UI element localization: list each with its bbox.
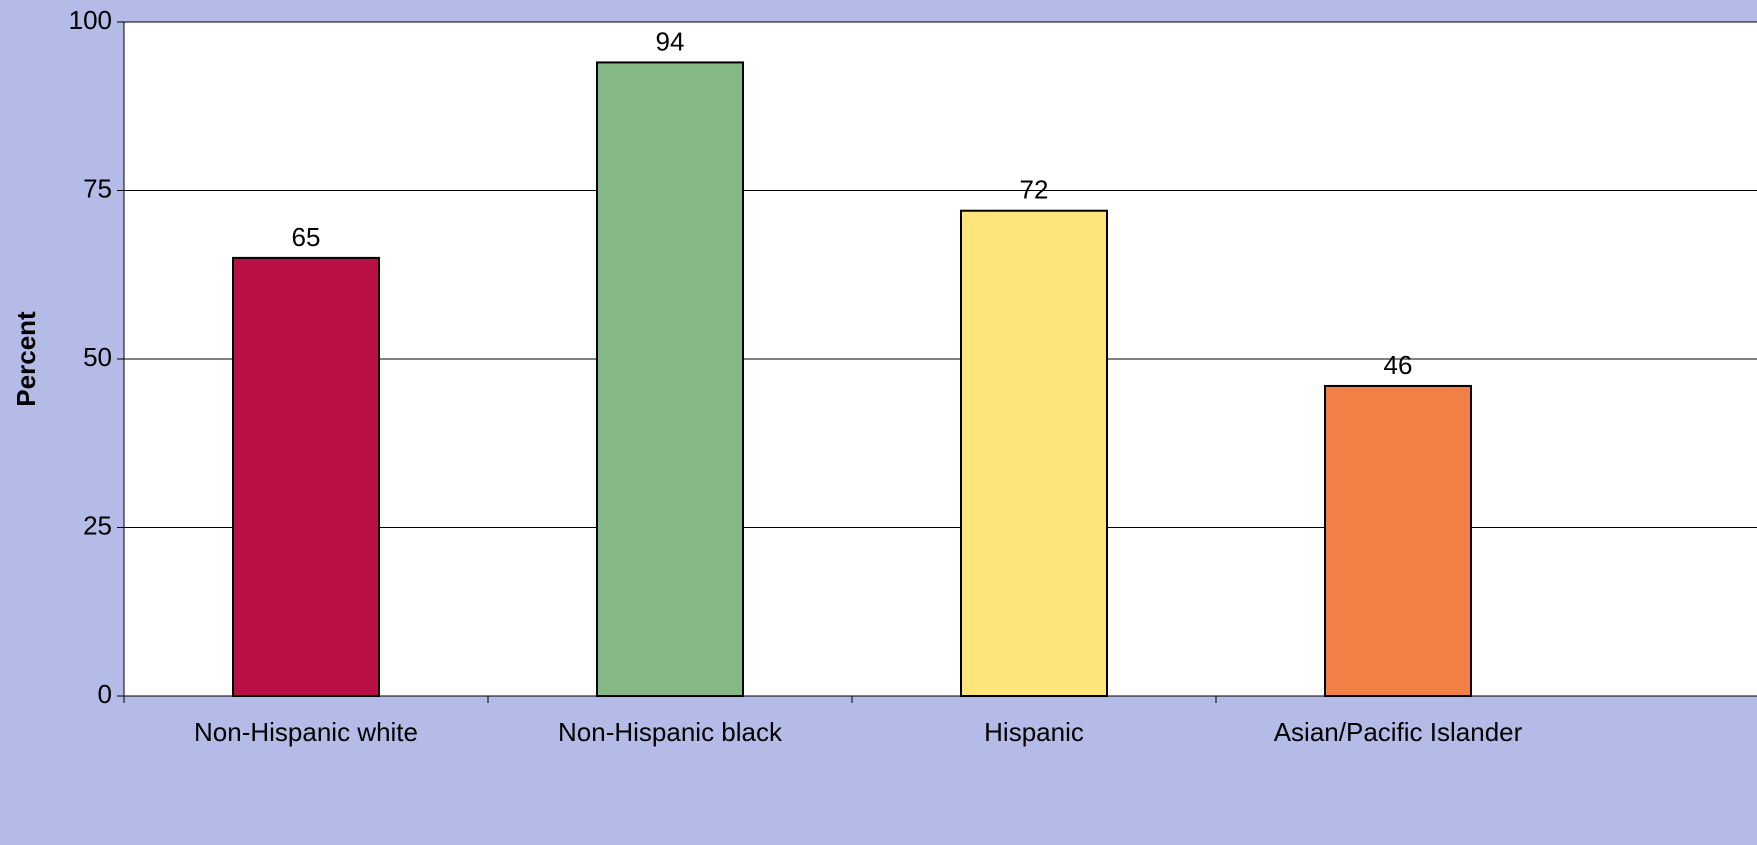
bar (232, 256, 380, 697)
bar (596, 61, 744, 697)
category-label: Hispanic (984, 717, 1084, 747)
y-tick-label: 75 (83, 173, 112, 203)
y-tick-label: 50 (83, 342, 112, 372)
data-label: 94 (656, 26, 685, 56)
labels: 0 25 50 75 100 65 Non-Hispanic white 94 Non-Hisp… (69, 5, 1523, 747)
gridlines (124, 21, 1757, 528)
y-tick-label: 25 (83, 510, 112, 540)
category-label: Non-Hispanic white (194, 717, 418, 747)
data-label: 72 (1020, 175, 1049, 205)
data-label: 65 (292, 222, 321, 252)
axes (117, 21, 1757, 703)
bars (232, 61, 1472, 697)
y-axis-title: Percent (11, 311, 41, 407)
bar (960, 209, 1108, 697)
y-tick-label: 0 (98, 679, 112, 709)
y-tick-label: 100 (69, 5, 112, 35)
category-label: Asian/Pacific Islander (1274, 717, 1523, 747)
data-label: 46 (1384, 350, 1413, 380)
category-label: Non-Hispanic black (558, 717, 783, 747)
bar (1324, 384, 1472, 697)
